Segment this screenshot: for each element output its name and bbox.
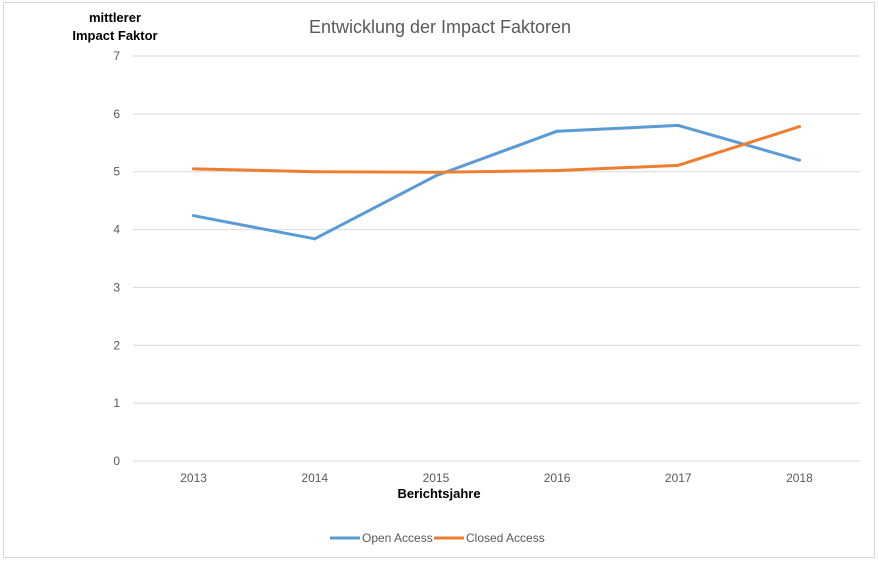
- data-point: [797, 125, 801, 129]
- data-point: [313, 170, 317, 174]
- data-point: [192, 214, 196, 218]
- chart-frame: [3, 2, 875, 558]
- legend-label: Closed Access: [466, 531, 545, 545]
- x-tick-label: 2014: [301, 471, 328, 485]
- y-tick-label: 6: [113, 107, 120, 121]
- data-point: [313, 237, 317, 241]
- series-lines: [192, 123, 801, 241]
- x-tick-label: 2018: [786, 471, 813, 485]
- series-line-closed-access: [192, 125, 801, 174]
- y-tick-label: 3: [113, 280, 120, 294]
- legend-label: Open Access: [362, 531, 433, 545]
- data-point: [434, 170, 438, 174]
- y-axis-label-line1: mittlerer: [89, 10, 141, 25]
- legend: Open Access Closed Access: [330, 531, 545, 545]
- data-point: [797, 158, 801, 162]
- x-axis-label: Berichtsjahre: [397, 486, 480, 501]
- y-tick-label: 7: [113, 49, 120, 63]
- data-point: [676, 123, 680, 127]
- y-tick-label: 4: [113, 223, 120, 237]
- y-tick-label: 2: [113, 338, 120, 352]
- y-tick-label: 5: [113, 165, 120, 179]
- x-tick-label: 2016: [544, 471, 571, 485]
- series-line-open-access: [192, 123, 801, 241]
- x-tick-labels: 2013 2014 2015 2016 2017 2018: [180, 471, 813, 485]
- chart-title: Entwicklung der Impact Faktoren: [309, 17, 571, 37]
- data-point: [676, 163, 680, 167]
- gridlines: [133, 55, 860, 462]
- y-tick-labels: 0 1 2 3 4 5 6 7: [113, 49, 120, 468]
- y-axis-label-line2: Impact Faktor: [72, 28, 157, 43]
- x-tick-label: 2017: [665, 471, 692, 485]
- y-tick-label: 1: [113, 396, 120, 410]
- x-tick-label: 2013: [180, 471, 207, 485]
- x-tick-label: 2015: [423, 471, 450, 485]
- data-point: [192, 167, 196, 171]
- y-tick-label: 0: [113, 454, 120, 468]
- data-point: [555, 129, 559, 133]
- data-point: [555, 169, 559, 173]
- data-point: [434, 174, 438, 178]
